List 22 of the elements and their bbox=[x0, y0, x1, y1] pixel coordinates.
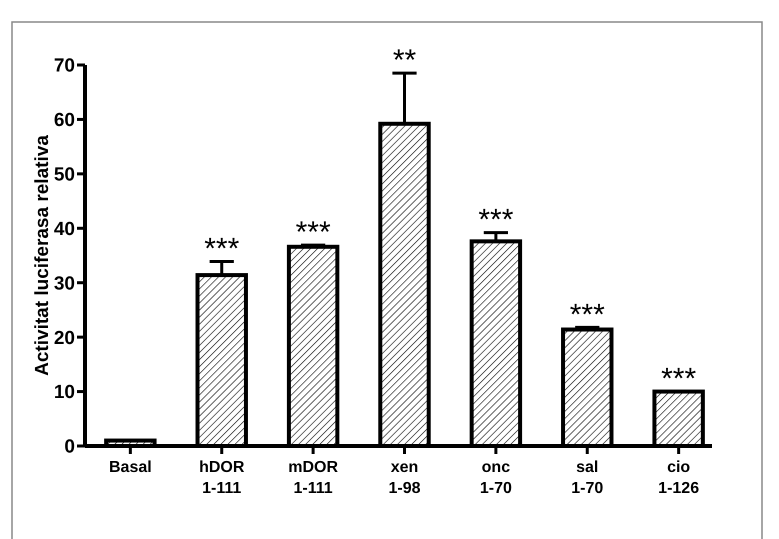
annotation: *** bbox=[661, 362, 696, 396]
x-tick-label: Basal bbox=[109, 459, 152, 476]
y-tick-label: 60 bbox=[54, 110, 75, 132]
annotation: *** bbox=[296, 216, 331, 250]
y-tick-label: 30 bbox=[54, 273, 75, 294]
y-tick-label: 70 bbox=[54, 56, 75, 77]
y-axis-title: Activitat luciferasa relativa bbox=[32, 134, 53, 376]
x-tick-label: cio 1-126 bbox=[658, 459, 700, 497]
annotation: *** bbox=[204, 232, 240, 266]
y-tick-label: 20 bbox=[54, 328, 75, 349]
annotation: *** bbox=[478, 204, 514, 237]
y-tick-label: 40 bbox=[54, 218, 75, 240]
x-tick-label: xen 1-98 bbox=[388, 459, 421, 497]
annotation: *** bbox=[570, 298, 606, 332]
annotation: ** bbox=[392, 44, 416, 78]
x-tick-label: onc 1-70 bbox=[480, 459, 512, 497]
y-tick-label: 10 bbox=[54, 382, 75, 404]
y-tick-label: 0 bbox=[64, 436, 75, 458]
x-tick-label: hDOR 1-111 bbox=[199, 459, 245, 497]
y-tick-label: 50 bbox=[54, 164, 75, 186]
x-tick-label: mDOR 1-111 bbox=[288, 459, 338, 497]
x-tick-label: sal 1-70 bbox=[571, 459, 604, 497]
